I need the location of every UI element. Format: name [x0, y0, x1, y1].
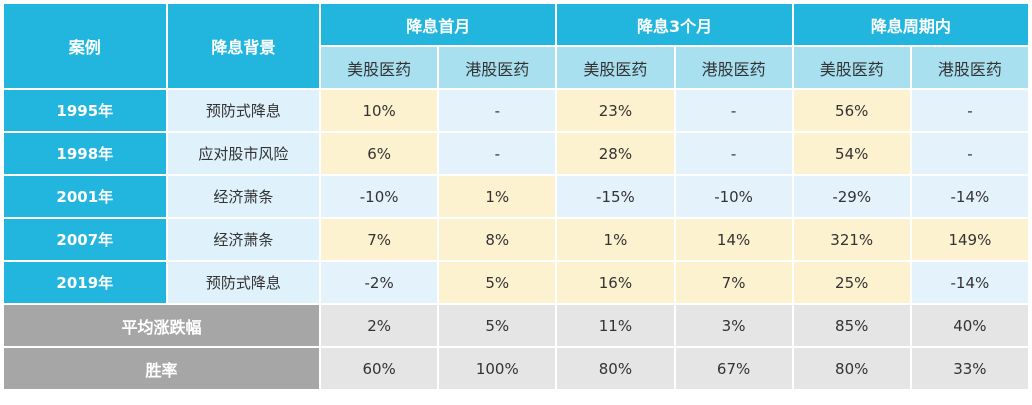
table-cell: 56% [793, 90, 910, 131]
pharma-rate-cut-table: 案例 降息背景 降息首月 降息3个月 降息周期内 美股医药 港股医药 美股医药 … [2, 2, 1030, 391]
row-year: 2001年 [4, 176, 166, 217]
subheader-us-pharma: 美股医药 [793, 47, 910, 88]
table-cell: -15% [557, 176, 674, 217]
row-background: 经济萧条 [167, 219, 320, 260]
summary-cell: 5% [439, 305, 556, 346]
row-background: 经济萧条 [167, 176, 320, 217]
table-cell: - [911, 133, 1028, 174]
table-cell: -10% [675, 176, 792, 217]
summary-label-average: 平均涨跌幅 [4, 305, 320, 346]
row-year: 2019年 [4, 262, 166, 303]
table-cell: 10% [321, 90, 438, 131]
row-background: 预防式降息 [167, 262, 320, 303]
table-row: 2007年 经济萧条 7% 8% 1% 14% 321% 149% [4, 219, 1028, 260]
table-cell: 25% [793, 262, 910, 303]
summary-cell: 60% [321, 348, 438, 389]
summary-cell: 2% [321, 305, 438, 346]
summary-cell: 3% [675, 305, 792, 346]
table-cell: 54% [793, 133, 910, 174]
summary-cell: 80% [793, 348, 910, 389]
summary-cell: 11% [557, 305, 674, 346]
header-case: 案例 [4, 4, 166, 88]
table-cell: - [439, 133, 556, 174]
table-cell: 23% [557, 90, 674, 131]
subheader-hk-pharma: 港股医药 [911, 47, 1028, 88]
table-cell: 1% [439, 176, 556, 217]
table-cell: -2% [321, 262, 438, 303]
row-background: 预防式降息 [167, 90, 320, 131]
table-row: 2001年 经济萧条 -10% 1% -15% -10% -29% -14% [4, 176, 1028, 217]
header-group-first-month: 降息首月 [321, 4, 556, 45]
row-year: 1998年 [4, 133, 166, 174]
table-cell: - [675, 133, 792, 174]
table-cell: 7% [321, 219, 438, 260]
subheader-hk-pharma: 港股医药 [675, 47, 792, 88]
subheader-us-pharma: 美股医药 [557, 47, 674, 88]
header-group-full-cycle: 降息周期内 [793, 4, 1028, 45]
table-cell: -29% [793, 176, 910, 217]
table-cell: 16% [557, 262, 674, 303]
header-group-three-months: 降息3个月 [557, 4, 792, 45]
table-cell: 6% [321, 133, 438, 174]
table-cell: 321% [793, 219, 910, 260]
table-cell: 7% [675, 262, 792, 303]
table-cell: 14% [675, 219, 792, 260]
summary-cell: 33% [911, 348, 1028, 389]
table-row: 1995年 预防式降息 10% - 23% - 56% - [4, 90, 1028, 131]
table-cell: 149% [911, 219, 1028, 260]
header-background: 降息背景 [167, 4, 320, 88]
summary-cell: 67% [675, 348, 792, 389]
row-year: 2007年 [4, 219, 166, 260]
table-cell: 5% [439, 262, 556, 303]
table-cell: 1% [557, 219, 674, 260]
row-year: 1995年 [4, 90, 166, 131]
table-cell: - [439, 90, 556, 131]
summary-row: 胜率 60% 100% 80% 67% 80% 33% [4, 348, 1028, 389]
subheader-hk-pharma: 港股医药 [439, 47, 556, 88]
table-cell: 8% [439, 219, 556, 260]
table-cell: -10% [321, 176, 438, 217]
table-cell: 28% [557, 133, 674, 174]
summary-cell: 80% [557, 348, 674, 389]
summary-cell: 40% [911, 305, 1028, 346]
summary-cell: 85% [793, 305, 910, 346]
table-row: 2019年 预防式降息 -2% 5% 16% 7% 25% -14% [4, 262, 1028, 303]
summary-label-win-rate: 胜率 [4, 348, 320, 389]
row-background: 应对股市风险 [167, 133, 320, 174]
subheader-us-pharma: 美股医药 [321, 47, 438, 88]
table-cell: -14% [911, 262, 1028, 303]
summary-cell: 100% [439, 348, 556, 389]
table-cell: - [911, 90, 1028, 131]
summary-row: 平均涨跌幅 2% 5% 11% 3% 85% 40% [4, 305, 1028, 346]
table-cell: -14% [911, 176, 1028, 217]
table-row: 1998年 应对股市风险 6% - 28% - 54% - [4, 133, 1028, 174]
table-cell: - [675, 90, 792, 131]
